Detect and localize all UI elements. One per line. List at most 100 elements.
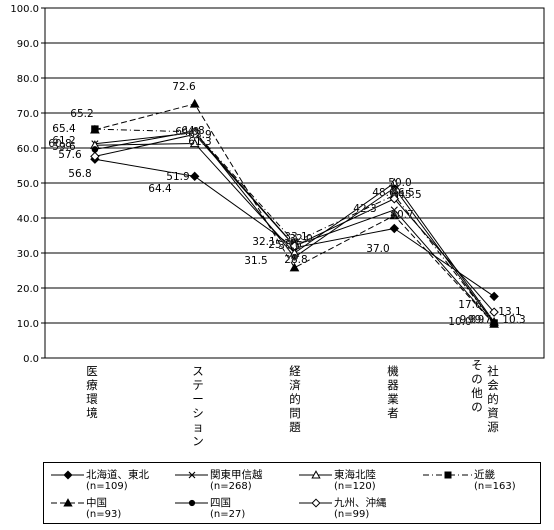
series-markers <box>90 98 499 328</box>
data-label: 13.1 <box>498 306 521 318</box>
x-tick-label-char: ョ <box>192 420 204 434</box>
legend-item-tokai-hokuriku: 東海北陸 (n=120) <box>298 469 376 493</box>
data-label: 33.1 <box>284 231 307 243</box>
series-marker <box>391 184 398 192</box>
series-marker <box>389 223 400 234</box>
y-tick-label: 50.0 <box>17 179 39 190</box>
x-tick-label-char: 業 <box>387 392 399 406</box>
series-marker <box>291 253 298 261</box>
series-marker <box>90 151 100 162</box>
series-line <box>94 158 495 297</box>
series-marker <box>311 470 321 479</box>
legend-swatch <box>175 471 208 479</box>
legend-item-kinki: 近畿 (n=163) <box>422 469 516 493</box>
legend-count: (n=93) <box>86 509 122 520</box>
data-label: 63.9 <box>188 129 211 141</box>
series-marker <box>91 146 99 153</box>
x-tick-label-char: 者 <box>387 406 399 420</box>
x-tick-label-char: 医 <box>86 364 98 378</box>
y-tick-label: 10.0 <box>17 319 39 330</box>
data-label: 61.2 <box>52 135 75 147</box>
legend-label: 四国 <box>210 497 231 509</box>
series-marker <box>490 320 498 327</box>
data-label: 9.9 <box>468 314 485 326</box>
x-tick-label-char: 環 <box>86 392 98 406</box>
y-tick-label: 30.0 <box>17 249 39 260</box>
series-marker <box>444 471 452 479</box>
series-line <box>94 133 495 313</box>
data-label: 17.6 <box>458 299 482 311</box>
data-label: 57.6 <box>58 149 82 161</box>
data-label: 45.5 <box>398 189 421 201</box>
y-tick-label: 20.0 <box>17 284 39 295</box>
data-label: 32.0 <box>289 233 312 245</box>
data-label: 48.6 <box>372 187 396 199</box>
legend-item-shikoku: 四国 (n=27) <box>174 497 245 521</box>
data-label: 60.8 <box>48 138 71 150</box>
legend-swatch <box>175 499 208 507</box>
legend-swatch <box>423 471 472 479</box>
series-marker <box>189 138 200 148</box>
x-tick-label-char: 境 <box>86 406 98 420</box>
legend-swatch <box>299 470 332 479</box>
series-marker <box>90 124 100 134</box>
x-tick-label-char: 器 <box>387 378 399 392</box>
series-marker <box>189 98 200 108</box>
data-labels: 65.4 65.2 61.260.859.657.6 56.8 72.6 64.4 64.6… <box>48 81 526 328</box>
legend-label: 東海北陸 <box>334 469 376 481</box>
y-tick-label: 60.0 <box>17 144 39 155</box>
data-label: 51.9 <box>166 171 189 183</box>
legend-count: (n=109) <box>86 481 128 492</box>
x-tick-label-char: ス <box>192 364 204 378</box>
data-label: 46.5 <box>391 187 414 199</box>
series-marker <box>390 206 398 214</box>
data-label: 31.5 <box>244 255 267 267</box>
series-marker <box>311 498 321 508</box>
y-tick-label: 0.0 <box>23 354 39 365</box>
legend-count: (n=268) <box>210 481 252 492</box>
data-label: 30.0 <box>278 240 301 252</box>
series-marker <box>189 171 200 182</box>
legend-swatch <box>51 470 84 480</box>
series-marker <box>289 262 300 272</box>
series-marker <box>289 241 300 251</box>
series-marker <box>63 498 73 507</box>
y-tick-label: 80.0 <box>17 74 39 85</box>
series-marker <box>489 291 499 302</box>
series-line <box>94 128 495 324</box>
x-tick-label-char: ー <box>192 392 204 406</box>
series-line <box>94 132 495 325</box>
x-tick-label-char: テ <box>192 378 204 392</box>
x-tick-label-char: ン <box>192 434 204 448</box>
data-label: 28.8 <box>284 254 307 266</box>
x-tick-label-char: 的 <box>289 392 301 406</box>
series-marker <box>389 210 400 220</box>
data-label: 9.8 <box>460 314 477 326</box>
gridlines <box>41 7 545 359</box>
chart-legend: 北海道、東北 (n=109) 関東甲信越 (n=268) 東海北陸 (n=120) 近… <box>43 462 541 524</box>
data-label: 64.8 <box>181 125 204 137</box>
series-marker <box>489 307 499 317</box>
data-label: 32.1 <box>252 236 275 248</box>
y-tick-label: 70.0 <box>17 109 39 120</box>
x-tick-label-char: 社 <box>487 364 499 378</box>
data-label: 56.8 <box>68 168 91 180</box>
data-label: 65.2 <box>70 108 93 120</box>
x-tick-label-char: 他 <box>471 386 483 400</box>
legend-label: 関東甲信越 <box>210 469 263 481</box>
legend-count: (n=163) <box>474 481 516 492</box>
series-lines <box>94 103 495 325</box>
legend-label: 九州、沖縄 <box>334 497 387 509</box>
series-line <box>94 130 495 324</box>
x-tick-label-char: 機 <box>387 364 399 378</box>
x-tick-label-char: の <box>471 400 483 414</box>
x-tick-label-char: 資 <box>487 406 499 420</box>
x-tick-label-char: 的 <box>487 392 499 406</box>
data-label: 61.3 <box>188 136 211 148</box>
data-label: 64.4 <box>148 183 172 195</box>
y-tick-label: 90.0 <box>17 39 39 50</box>
data-label: 42.3 <box>353 203 376 215</box>
x-tick-label-char: 題 <box>289 420 301 434</box>
y-axis-tick-labels: 0.0 10.0 20.0 30.0 40.0 50.0 60.0 70.0 80.0 90.0 1… <box>10 4 39 365</box>
